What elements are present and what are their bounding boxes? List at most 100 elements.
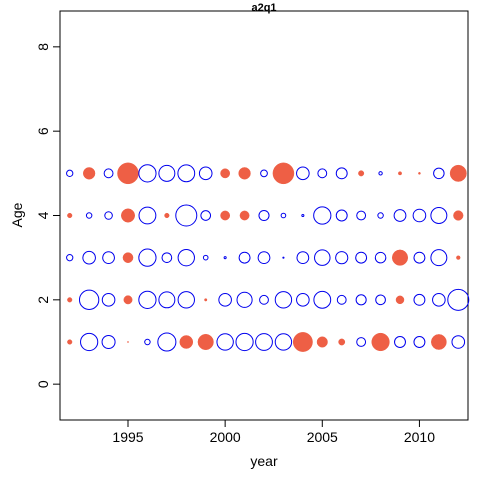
bubble-age5-1999 — [198, 166, 213, 181]
bubble-age2-2000 — [218, 293, 232, 307]
bubble-age5-2006 — [335, 167, 348, 180]
bubble-age2-2012 — [447, 288, 470, 311]
bubble-age2-1995 — [123, 295, 133, 305]
y-tick-label: 4 — [35, 211, 51, 219]
bubble-age4-2007 — [356, 210, 367, 221]
y-axis: 0 2 4 6 8 — [35, 43, 61, 388]
bubble-age1-2007 — [356, 337, 367, 347]
bubble-age1-2008 — [371, 332, 390, 352]
bubble-age5-1995 — [117, 162, 139, 185]
bubble-age3-1995 — [122, 252, 134, 263]
bubble-age4-2003 — [280, 212, 287, 219]
bubble-age4-2001 — [239, 210, 250, 221]
bubble-age3-1993 — [82, 250, 96, 265]
bubble-age5-2010 — [418, 172, 421, 175]
bubble-age1-1999 — [197, 333, 214, 351]
bubble-age1-2003 — [274, 333, 293, 351]
bubble-age1-2000 — [216, 333, 234, 351]
bubble-age4-1996 — [138, 206, 157, 225]
bubble-age5-2012 — [449, 164, 467, 182]
bubble-age3-2003 — [282, 256, 285, 259]
bubble-age1-2005 — [316, 336, 328, 348]
bubble-age3-1992 — [66, 254, 74, 262]
bubble-age1-1995 — [127, 341, 129, 343]
bubble-age4-1994 — [104, 211, 113, 220]
bubble-age3-2002 — [257, 251, 271, 265]
y-tick-label: 6 — [35, 127, 51, 135]
bubble-age1-1998 — [179, 335, 194, 349]
bubble-age2-2001 — [236, 291, 253, 308]
bubble-age1-1994 — [101, 334, 116, 350]
bubble-age5-2009 — [398, 171, 402, 176]
bubble-age4-2009 — [393, 209, 407, 222]
bubble-age1-2009 — [394, 336, 406, 348]
bubble-age5-2000 — [220, 168, 231, 179]
bubble-age1-1997 — [157, 332, 177, 352]
bubble-age2-1996 — [138, 290, 157, 309]
bubble-age1-2011 — [431, 334, 447, 350]
bubble-age1-2012 — [451, 335, 466, 349]
bubble-age2-2010 — [413, 293, 426, 306]
bubble-age4-2006 — [335, 209, 348, 222]
bubble-age3-1994 — [102, 251, 115, 265]
bubble-age5-2007 — [358, 170, 365, 177]
bubble-layer — [66, 162, 470, 352]
bubble-age1-2001 — [235, 332, 254, 352]
y-tick-label: 0 — [35, 380, 51, 388]
bubble-age5-2005 — [317, 168, 328, 179]
bubble-age4-2000 — [220, 210, 231, 221]
bubble-age2-2002 — [259, 294, 269, 305]
bubble-age3-1999 — [202, 254, 209, 261]
bubble-age4-1995 — [121, 208, 135, 223]
bubble-age5-2004 — [296, 166, 310, 181]
bubble-age3-2004 — [296, 251, 310, 265]
bubble-age3-2010 — [413, 251, 426, 264]
bubble-age4-2012 — [453, 210, 464, 221]
bubble-age4-1993 — [85, 212, 93, 219]
x-axis: 1995 2000 2005 2010 — [112, 419, 435, 445]
bubble-age5-1992 — [66, 169, 74, 177]
bubble-age4-2004 — [301, 213, 305, 218]
bubble-age2-2009 — [395, 295, 405, 305]
chart-title: a2q1 — [251, 2, 276, 14]
bubble-age2-1994 — [101, 293, 116, 307]
bubble-age4-1998 — [175, 204, 198, 227]
bubble-age1-1993 — [80, 332, 99, 352]
bubble-age5-2003 — [272, 162, 295, 185]
bubble-age2-2004 — [296, 293, 310, 307]
bubble-age3-2008 — [374, 251, 387, 264]
bubble-age5-2002 — [260, 169, 268, 178]
bubble-age4-2008 — [377, 212, 384, 219]
bubble-age1-2010 — [413, 336, 426, 348]
bubble-age4-2002 — [258, 209, 270, 222]
bubble-age1-2006 — [338, 338, 346, 346]
bubble-age3-2007 — [355, 251, 368, 264]
bubble-age3-2011 — [430, 249, 448, 267]
bubble-age5-1997 — [158, 164, 176, 182]
bubble-age2-2011 — [432, 293, 446, 307]
bubble-age5-1994 — [103, 168, 114, 179]
bubble-age3-2009 — [391, 249, 409, 266]
x-axis-label: year — [250, 453, 278, 469]
bubble-age5-2001 — [238, 167, 251, 180]
bubble-age5-2011 — [433, 167, 445, 180]
bubble-age3-1997 — [161, 252, 173, 263]
x-tick-label: 2005 — [307, 429, 338, 445]
bubble-age3-2001 — [238, 251, 251, 264]
bubble-age4-1997 — [164, 212, 170, 219]
bubble-age5-1996 — [138, 164, 157, 183]
bubble-age3-2000 — [223, 256, 227, 260]
bubble-age2-1999 — [204, 298, 208, 302]
x-tick-label: 1995 — [112, 429, 143, 445]
y-tick-label: 8 — [35, 43, 51, 51]
bubble-age4-1992 — [67, 212, 73, 219]
bubble-age5-1998 — [177, 164, 196, 183]
bubble-age1-1992 — [67, 339, 73, 345]
bubble-age4-1999 — [200, 210, 212, 221]
bubble-age2-1993 — [78, 289, 100, 310]
bubble-age5-2008 — [378, 171, 383, 176]
bubble-age4-2005 — [313, 206, 332, 225]
bubble-age1-2002 — [255, 333, 273, 351]
bubble-age1-2004 — [292, 332, 313, 352]
bubble-age2-2007 — [355, 294, 367, 306]
